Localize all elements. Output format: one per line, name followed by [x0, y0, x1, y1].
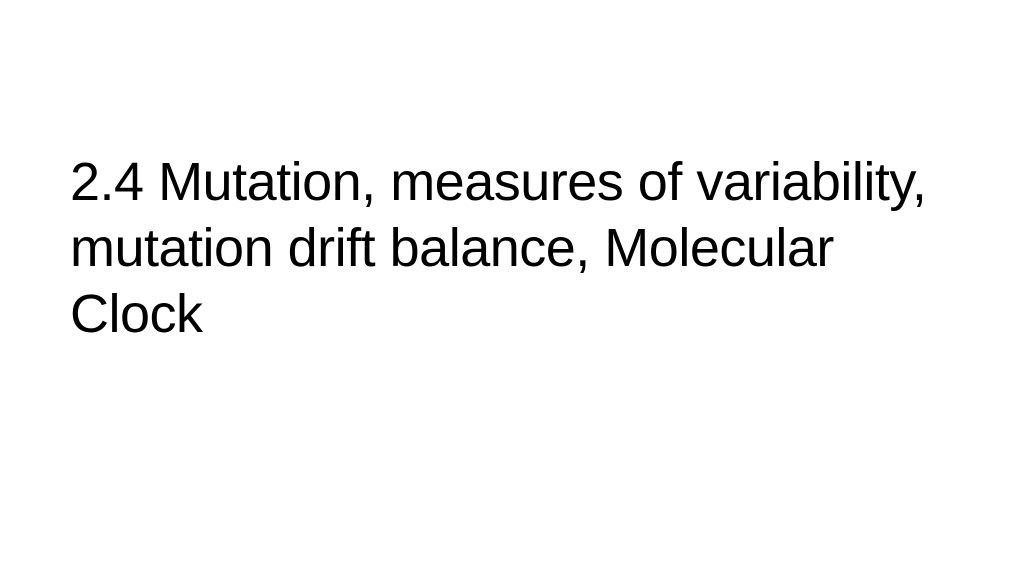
slide-title: 2.4 Mutation, measures of variability, m…: [70, 150, 954, 348]
slide-container: 2.4 Mutation, measures of variability, m…: [0, 0, 1024, 576]
